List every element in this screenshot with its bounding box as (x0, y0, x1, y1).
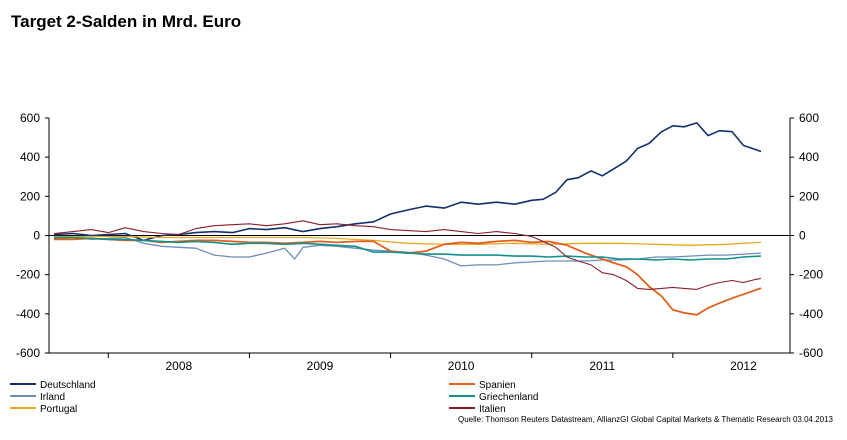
y-tick-label-left: 0 (33, 229, 40, 243)
chart-source-note: Quelle: Thomson Reuters Datastream, Alli… (458, 415, 833, 424)
series-line-italien (54, 220, 761, 290)
y-tick-label-left: 400 (20, 150, 40, 164)
y-tick-label-left: 600 (20, 111, 40, 125)
y-tick-label-right: 0 (799, 229, 806, 243)
series-line-spanien (53, 237, 762, 316)
series-line-deutschland (53, 122, 762, 242)
y-tick-label-right: -200 (799, 268, 823, 282)
y-tick-label-left: 200 (20, 189, 40, 203)
x-tick-label: 2012 (730, 359, 757, 373)
series-line-griechenland (53, 236, 762, 261)
y-tick-label-left: -600 (16, 346, 40, 360)
y-tick-label-right: -400 (799, 307, 823, 321)
x-tick-label: 2010 (448, 359, 475, 373)
series-line-portugal (53, 235, 762, 246)
y-tick-label-left: -400 (16, 307, 40, 321)
chart-axes (45, 117, 794, 358)
y-tick-label-right: 200 (799, 189, 819, 203)
x-tick-label: 2008 (165, 359, 192, 373)
x-tick-label: 2009 (307, 359, 334, 373)
x-tick-label: 2011 (589, 359, 615, 373)
y-tick-label-right: -600 (799, 346, 823, 360)
y-tick-label-right: 400 (799, 150, 819, 164)
y-tick-label-right: 600 (799, 111, 819, 125)
y-tick-label-left: -200 (16, 268, 40, 282)
chart-tick-labels: -600 -600 -400 -400 -200 -200 0 0 200 200 400 400 60… (16, 111, 823, 373)
chart-series-lines (53, 122, 762, 316)
chart-title: Target 2-Salden in Mrd. Euro (11, 12, 242, 31)
